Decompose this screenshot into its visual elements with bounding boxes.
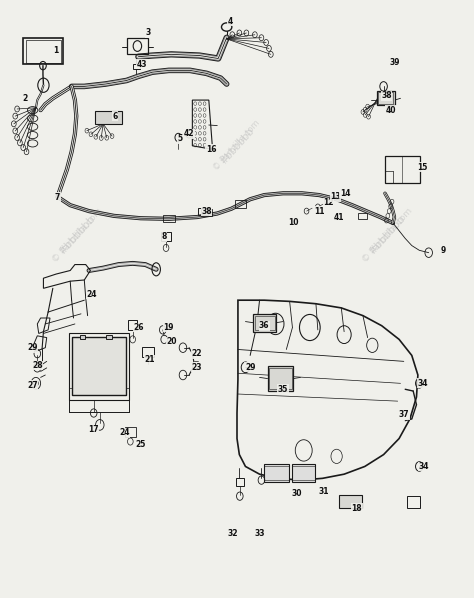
Bar	[264, 466, 289, 480]
Text: 39: 39	[389, 58, 400, 67]
Text: 5: 5	[177, 134, 182, 143]
Bar	[377, 90, 395, 105]
Text: 12: 12	[323, 199, 334, 208]
Text: #bbbbbb: #bbbbbb	[218, 126, 256, 166]
Bar	[385, 157, 420, 183]
Bar	[358, 213, 367, 219]
Bar	[69, 334, 129, 400]
Text: 36: 36	[259, 321, 270, 330]
Text: 34: 34	[417, 379, 428, 388]
Text: 27: 27	[27, 380, 38, 390]
Text: 28: 28	[32, 361, 43, 370]
Text: 17: 17	[88, 425, 99, 434]
Text: 19: 19	[164, 323, 174, 332]
Text: 21: 21	[145, 355, 155, 364]
Bar	[72, 337, 126, 395]
Text: 33: 33	[255, 529, 265, 538]
Bar	[161, 233, 171, 241]
Text: 37: 37	[399, 410, 409, 419]
Text: 3: 3	[145, 29, 150, 38]
Text: 4: 4	[228, 17, 233, 26]
Text: 24: 24	[119, 428, 129, 437]
Bar	[269, 368, 292, 389]
Bar	[236, 478, 244, 486]
Text: 32: 32	[228, 529, 238, 538]
Text: 42: 42	[184, 129, 194, 138]
Text: 26: 26	[133, 323, 144, 332]
Bar	[235, 200, 246, 208]
Text: 2: 2	[22, 94, 27, 103]
Text: 41: 41	[334, 212, 345, 221]
Text: 7: 7	[55, 193, 60, 202]
Text: 38: 38	[201, 207, 212, 216]
Text: 16: 16	[206, 145, 217, 154]
Bar	[106, 335, 112, 340]
Bar	[133, 64, 140, 69]
Text: 10: 10	[288, 218, 299, 227]
Text: 30: 30	[292, 489, 302, 498]
Bar	[407, 496, 420, 508]
Text: © Partzilla.com: © Partzilla.com	[361, 206, 414, 264]
Text: #bbbbbb: #bbbbbb	[57, 213, 97, 256]
Text: 11: 11	[314, 207, 325, 216]
Bar	[125, 427, 136, 437]
Text: 20: 20	[166, 337, 176, 346]
Text: 18: 18	[352, 504, 362, 512]
Text: © Partzilla.com: © Partzilla.com	[51, 206, 104, 264]
Bar	[255, 316, 274, 330]
Bar	[163, 215, 174, 222]
Bar	[199, 208, 208, 215]
Bar	[201, 209, 212, 216]
Bar	[127, 38, 148, 54]
Bar	[292, 464, 315, 482]
Bar	[142, 346, 154, 357]
Bar	[292, 466, 315, 480]
Text: 29: 29	[27, 343, 38, 352]
Bar	[254, 314, 276, 332]
Text: 40: 40	[386, 106, 396, 115]
Text: 38: 38	[381, 91, 392, 100]
Text: 25: 25	[136, 440, 146, 449]
Text: 6: 6	[112, 112, 118, 121]
Text: 31: 31	[319, 487, 329, 496]
Bar	[267, 366, 293, 391]
Bar	[72, 337, 126, 395]
Bar	[264, 464, 289, 482]
Text: 23: 23	[192, 363, 202, 372]
Text: 8: 8	[162, 232, 167, 241]
Text: 22: 22	[192, 349, 202, 358]
Bar	[378, 92, 393, 103]
Text: #bbbbbb: #bbbbbb	[367, 213, 407, 256]
Text: 35: 35	[278, 385, 288, 393]
Text: 1: 1	[54, 46, 59, 55]
Bar	[95, 111, 122, 124]
Bar	[128, 321, 137, 330]
Bar	[339, 495, 362, 508]
Bar	[26, 40, 61, 63]
Text: 15: 15	[418, 163, 428, 172]
Bar	[80, 335, 85, 340]
Text: © Partzilla.com: © Partzilla.com	[212, 119, 262, 173]
Text: 29: 29	[245, 363, 255, 372]
Text: 34: 34	[419, 462, 429, 471]
Bar	[23, 38, 63, 65]
Text: 13: 13	[330, 193, 341, 202]
Text: 24: 24	[86, 290, 97, 299]
Text: 9: 9	[441, 246, 447, 255]
Text: 14: 14	[340, 189, 350, 198]
Text: 43: 43	[137, 60, 147, 69]
